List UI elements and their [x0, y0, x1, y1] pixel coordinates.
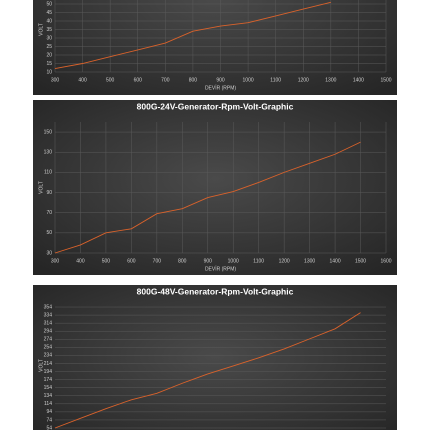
x-tick-label: 1100 — [253, 258, 264, 264]
x-tick-label: 900 — [204, 258, 213, 264]
x-axis-title: DEVİR (RPM) — [205, 265, 236, 272]
x-tick-label: 500 — [102, 258, 111, 264]
y-tick-label: 50 — [46, 1, 52, 7]
y-tick-label: 54 — [46, 425, 52, 430]
y-tick-label: 25 — [46, 44, 52, 50]
y-tick-label: 40 — [46, 18, 52, 24]
x-tick-label: 600 — [127, 258, 136, 264]
x-tick-label: 500 — [106, 77, 115, 83]
data-line — [54, 312, 361, 429]
x-tick-label: 1400 — [353, 77, 364, 83]
x-tick-label: 1400 — [330, 258, 341, 264]
y-tick-label: 10 — [46, 69, 52, 75]
y-tick-label: 45 — [46, 10, 52, 16]
y-tick-label: 130 — [44, 150, 53, 156]
y-tick-label: 74 — [46, 417, 52, 423]
x-tick-label: 700 — [153, 258, 162, 264]
y-tick-label: 174 — [44, 377, 53, 383]
chart-panel: 800G-48V-Generator-Rpm-Volt-Graphic VOLT 5… — [33, 285, 397, 430]
y-tick-label: 334 — [44, 312, 53, 318]
data-line — [54, 141, 361, 254]
x-tick-label: 1300 — [304, 258, 315, 264]
x-tick-label: 700 — [161, 77, 170, 83]
x-tick-label: 300 — [51, 77, 60, 83]
x-tick-label: 900 — [216, 77, 225, 83]
x-tick-label: 1500 — [380, 77, 391, 83]
chart-panel: 800G-24V-Generator-Rpm-Volt-Graphic VOLT D… — [33, 100, 397, 275]
panel-background — [33, 285, 397, 430]
x-tick-label: 1000 — [228, 258, 239, 264]
y-tick-label: 354 — [44, 304, 53, 310]
x-tick-label: 1300 — [325, 77, 336, 83]
x-tick-label: 1200 — [279, 258, 290, 264]
y-tick-label: 110 — [44, 170, 52, 176]
x-tick-label: 600 — [134, 77, 143, 83]
y-tick-label: 274 — [44, 337, 53, 343]
y-axis-title: VOLT — [38, 181, 44, 194]
panel-background — [33, 0, 397, 95]
chart-title: 800G-48V-Generator-Rpm-Volt-Graphic — [137, 286, 294, 296]
y-tick-label: 234 — [44, 353, 53, 359]
x-tick-label: 1200 — [298, 77, 309, 83]
y-tick-label: 90 — [46, 190, 52, 196]
x-tick-label: 800 — [178, 258, 187, 264]
y-tick-label: 134 — [44, 393, 53, 399]
y-tick-label: 154 — [44, 385, 53, 391]
x-tick-label: 400 — [78, 77, 87, 83]
x-tick-label: 800 — [189, 77, 198, 83]
y-tick-label: 30 — [46, 35, 52, 41]
y-tick-label: 70 — [46, 210, 52, 216]
x-tick-label: 300 — [51, 258, 60, 264]
x-tick-label: 1500 — [355, 258, 366, 264]
panel-background — [33, 100, 397, 275]
data-line — [54, 1, 331, 70]
y-tick-label: 150 — [44, 129, 53, 135]
y-tick-label: 314 — [44, 320, 53, 326]
y-tick-label: 30 — [46, 250, 52, 256]
x-tick-label: 400 — [76, 258, 85, 264]
chart-title: 800G-24V-Generator-Rpm-Volt-Graphic — [137, 101, 294, 111]
y-tick-label: 20 — [46, 52, 52, 58]
x-tick-label: 1100 — [270, 77, 281, 83]
x-tick-label: 1000 — [243, 77, 254, 83]
y-tick-label: 15 — [46, 61, 52, 67]
y-tick-label: 294 — [44, 329, 53, 335]
x-tick-label: 1600 — [380, 258, 391, 264]
y-tick-label: 214 — [44, 361, 53, 367]
y-tick-label: 194 — [44, 369, 53, 375]
x-axis-title: DEVİR (RPM) — [205, 84, 236, 91]
y-tick-label: 254 — [44, 345, 53, 351]
y-axis-title: VOLT — [38, 23, 44, 36]
y-tick-label: 50 — [46, 230, 52, 236]
y-tick-label: 94 — [46, 409, 52, 415]
y-tick-label: 114 — [44, 401, 52, 407]
y-tick-label: 35 — [46, 27, 52, 33]
y-axis-title: VOLT — [38, 359, 44, 372]
